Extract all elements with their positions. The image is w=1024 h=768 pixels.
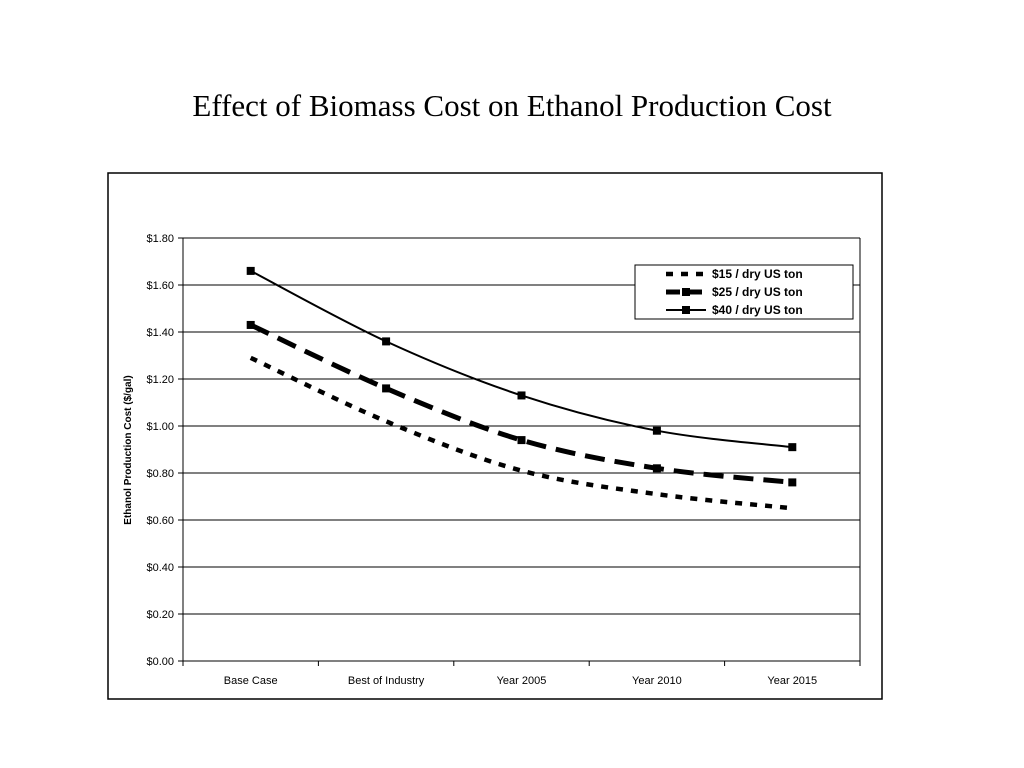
x-axis: Base Case Best of Industry Year 2005 Year 2…	[182, 661, 861, 687]
y-tick-label: $0.80	[146, 468, 174, 480]
legend: $15 / dry US ton $25 / dry US ton $40 / dr…	[634, 264, 854, 320]
y-tick-label: $1.80	[146, 233, 174, 245]
x-tick-label: Best of Industry	[348, 675, 425, 687]
y-tick-label: $1.60	[146, 280, 174, 292]
series-line	[249, 355, 793, 511]
legend-label: $25 / dry US ton	[712, 285, 803, 299]
x-tick-label: Year 2015	[767, 675, 817, 687]
data-point	[246, 320, 255, 329]
x-tick-label: Base Case	[224, 675, 278, 687]
chart-frame	[107, 172, 883, 700]
series-line	[249, 322, 793, 485]
legend-label: $40 / dry US ton	[712, 303, 803, 317]
x-tick-label: Year 2005	[497, 675, 547, 687]
data-point	[246, 266, 255, 275]
y-tick-label: $1.40	[146, 327, 174, 339]
data-point	[652, 426, 661, 435]
y-tick-label: $0.20	[146, 609, 174, 621]
data-point	[788, 478, 797, 487]
y-tick-label: $1.20	[146, 374, 174, 386]
legend-marker	[682, 288, 690, 296]
y-axis-title: Ethanol Production Cost ($/gal)	[123, 375, 134, 524]
grid-lines	[183, 237, 860, 662]
y-tick-label: $0.40	[146, 562, 174, 574]
data-point	[788, 443, 797, 452]
data-point	[382, 384, 391, 393]
legend-label: $15 / dry US ton	[712, 267, 803, 281]
series	[246, 266, 797, 511]
slide-title: Effect of Biomass Cost on Ethanol Produc…	[192, 88, 832, 123]
y-tick-label: $0.60	[146, 515, 174, 527]
y-tick-label: $0.00	[146, 656, 174, 668]
y-axis: $0.00 $0.20 $0.40 $0.60 $0.80 $1.00 $1.20 $1.40…	[146, 233, 861, 668]
data-point	[382, 337, 391, 346]
y-tick-label: $1.00	[146, 421, 174, 433]
legend-marker	[682, 306, 690, 314]
data-point	[517, 391, 526, 400]
data-point	[652, 464, 661, 473]
data-point	[517, 436, 526, 445]
x-tick-label: Year 2010	[632, 675, 682, 687]
